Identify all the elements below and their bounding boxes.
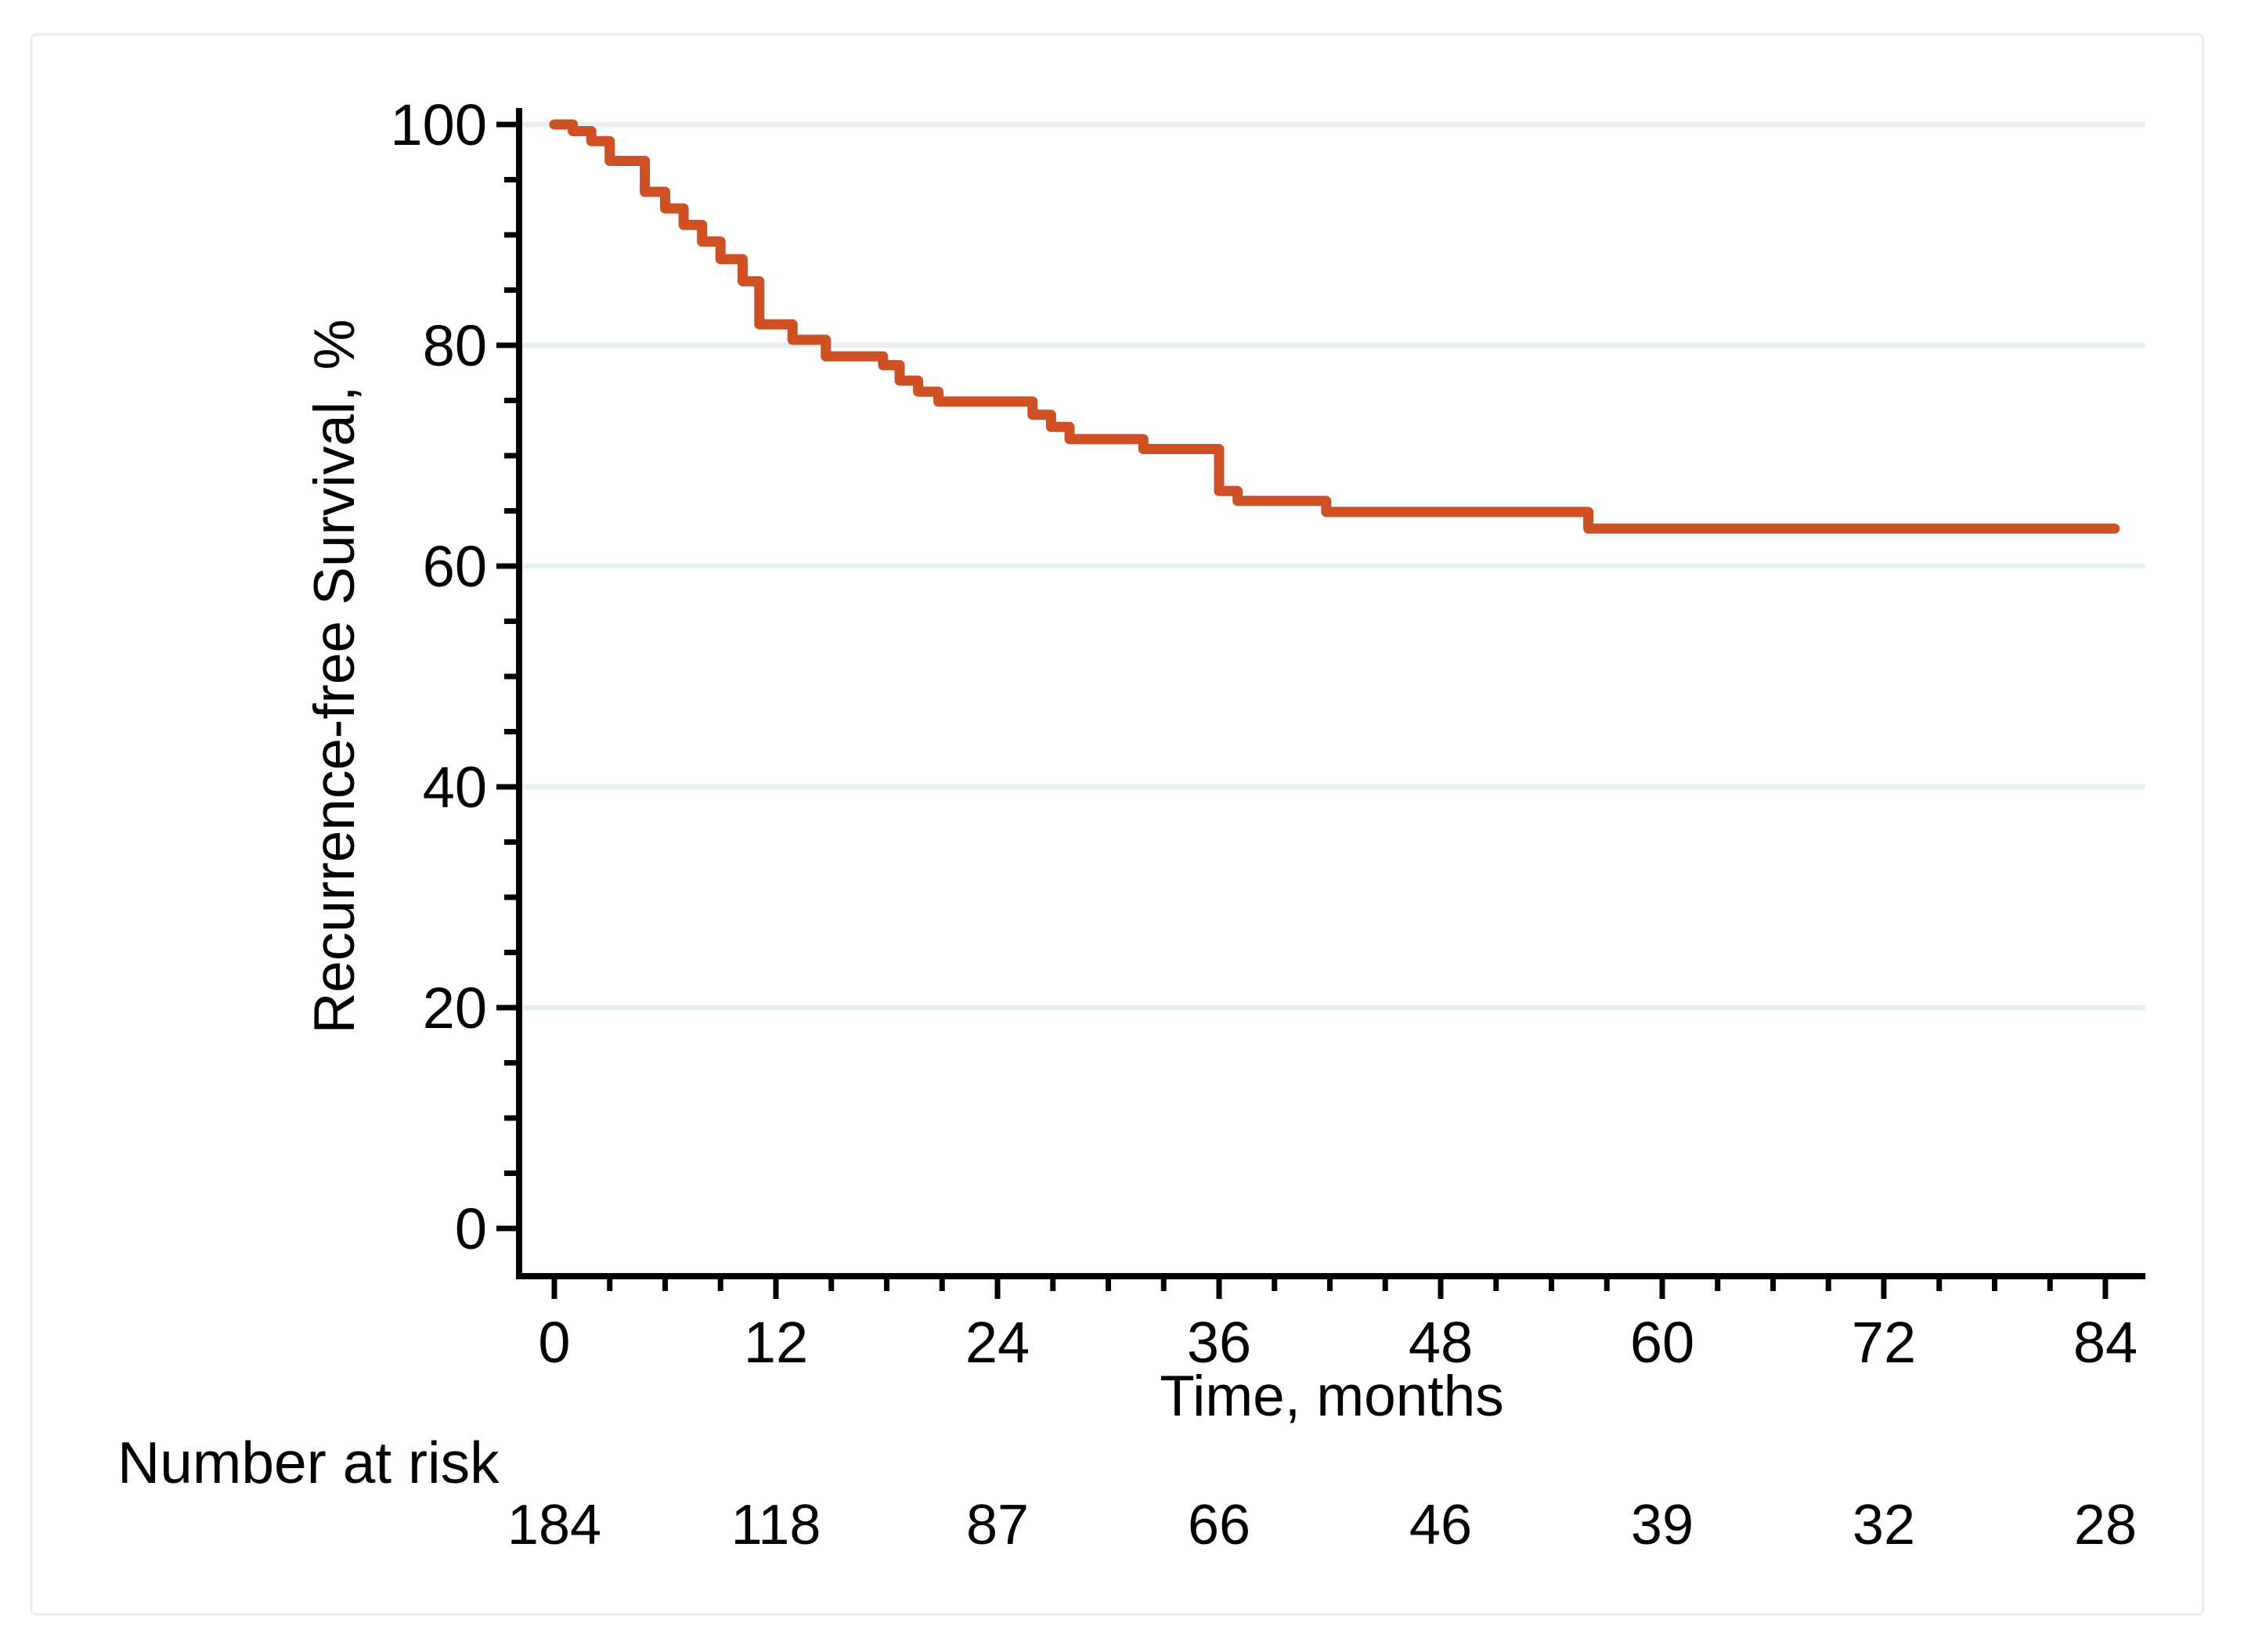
y-tick-label-40: 40 <box>423 755 487 820</box>
x-tick-label-72: 72 <box>1852 1310 1916 1375</box>
y-tick-label-0: 0 <box>455 1196 487 1261</box>
ticks-group <box>496 121 2109 1299</box>
survival-curve-group <box>549 119 2120 534</box>
risk-count-60: 39 <box>1631 1494 1694 1556</box>
x-tick-label-48: 48 <box>1409 1310 1473 1375</box>
y-tick-label-100: 100 <box>391 92 487 157</box>
y-tick-label-80: 80 <box>423 313 487 378</box>
tick-labels-group: 0 12 24 36 48 60 72 84 0 20 40 60 80 100 <box>391 92 2138 1375</box>
risk-count-24: 87 <box>966 1494 1029 1556</box>
y-tick-label-60: 60 <box>423 534 487 599</box>
risk-count-48: 46 <box>1409 1494 1472 1556</box>
risk-count-12: 118 <box>731 1494 821 1556</box>
graph-region-border <box>30 33 2205 1616</box>
risk-count-84: 28 <box>2074 1494 2137 1556</box>
y-tick-label-20: 20 <box>423 976 487 1041</box>
x-tick-label-60: 60 <box>1630 1310 1694 1375</box>
x-axis-title: Time, months <box>1160 1365 1503 1428</box>
x-tick-label-24: 24 <box>965 1310 1030 1375</box>
risk-count-36: 66 <box>1188 1494 1250 1556</box>
graph-frame-group <box>30 33 2205 1616</box>
y-axis-title: Recurrence-free Survival, % <box>303 319 366 1034</box>
gridlines-group <box>519 121 2145 1011</box>
x-tick-label-36: 36 <box>1187 1310 1251 1375</box>
x-tick-label-12: 12 <box>744 1310 808 1375</box>
x-tick-label-84: 84 <box>2073 1310 2138 1375</box>
risk-count-72: 32 <box>1853 1494 1915 1556</box>
km-curve <box>549 119 2120 534</box>
x-tick-label-0: 0 <box>538 1310 570 1375</box>
risk-count-0: 184 <box>507 1494 601 1556</box>
number-at-risk-label: Number at risk <box>117 1430 500 1495</box>
at-risk-group: 184 118 87 66 46 39 32 28 <box>507 1494 2137 1556</box>
